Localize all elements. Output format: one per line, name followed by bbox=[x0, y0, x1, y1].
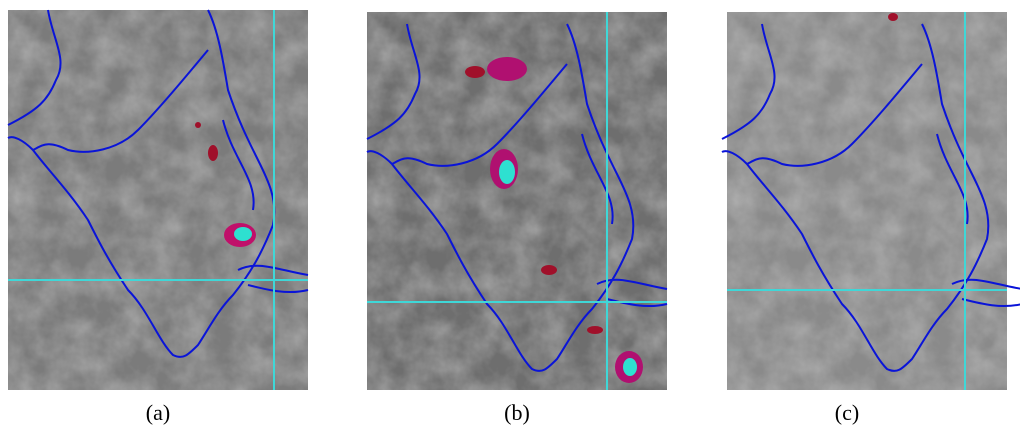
caption: (c) bbox=[835, 400, 859, 425]
storm-cell bbox=[487, 57, 527, 81]
storm-cell bbox=[888, 13, 898, 21]
panel-a bbox=[8, 10, 308, 390]
panel-b bbox=[367, 12, 667, 390]
page: {"figure": {"panels": [{"caption": "(a)"… bbox=[0, 0, 1020, 435]
figure: (a) (b) (c) bbox=[0, 0, 1020, 435]
storm-cell bbox=[208, 145, 218, 161]
storm-core bbox=[234, 227, 252, 241]
caption: (a) bbox=[146, 400, 170, 425]
storm-cell bbox=[587, 326, 603, 334]
storm-core bbox=[499, 160, 515, 184]
storm-cell bbox=[195, 122, 201, 128]
panel-c bbox=[722, 12, 1020, 390]
storm-cell bbox=[465, 66, 485, 78]
storm-cell bbox=[541, 265, 557, 275]
caption: (b) bbox=[504, 400, 530, 425]
storm-core bbox=[623, 358, 637, 376]
